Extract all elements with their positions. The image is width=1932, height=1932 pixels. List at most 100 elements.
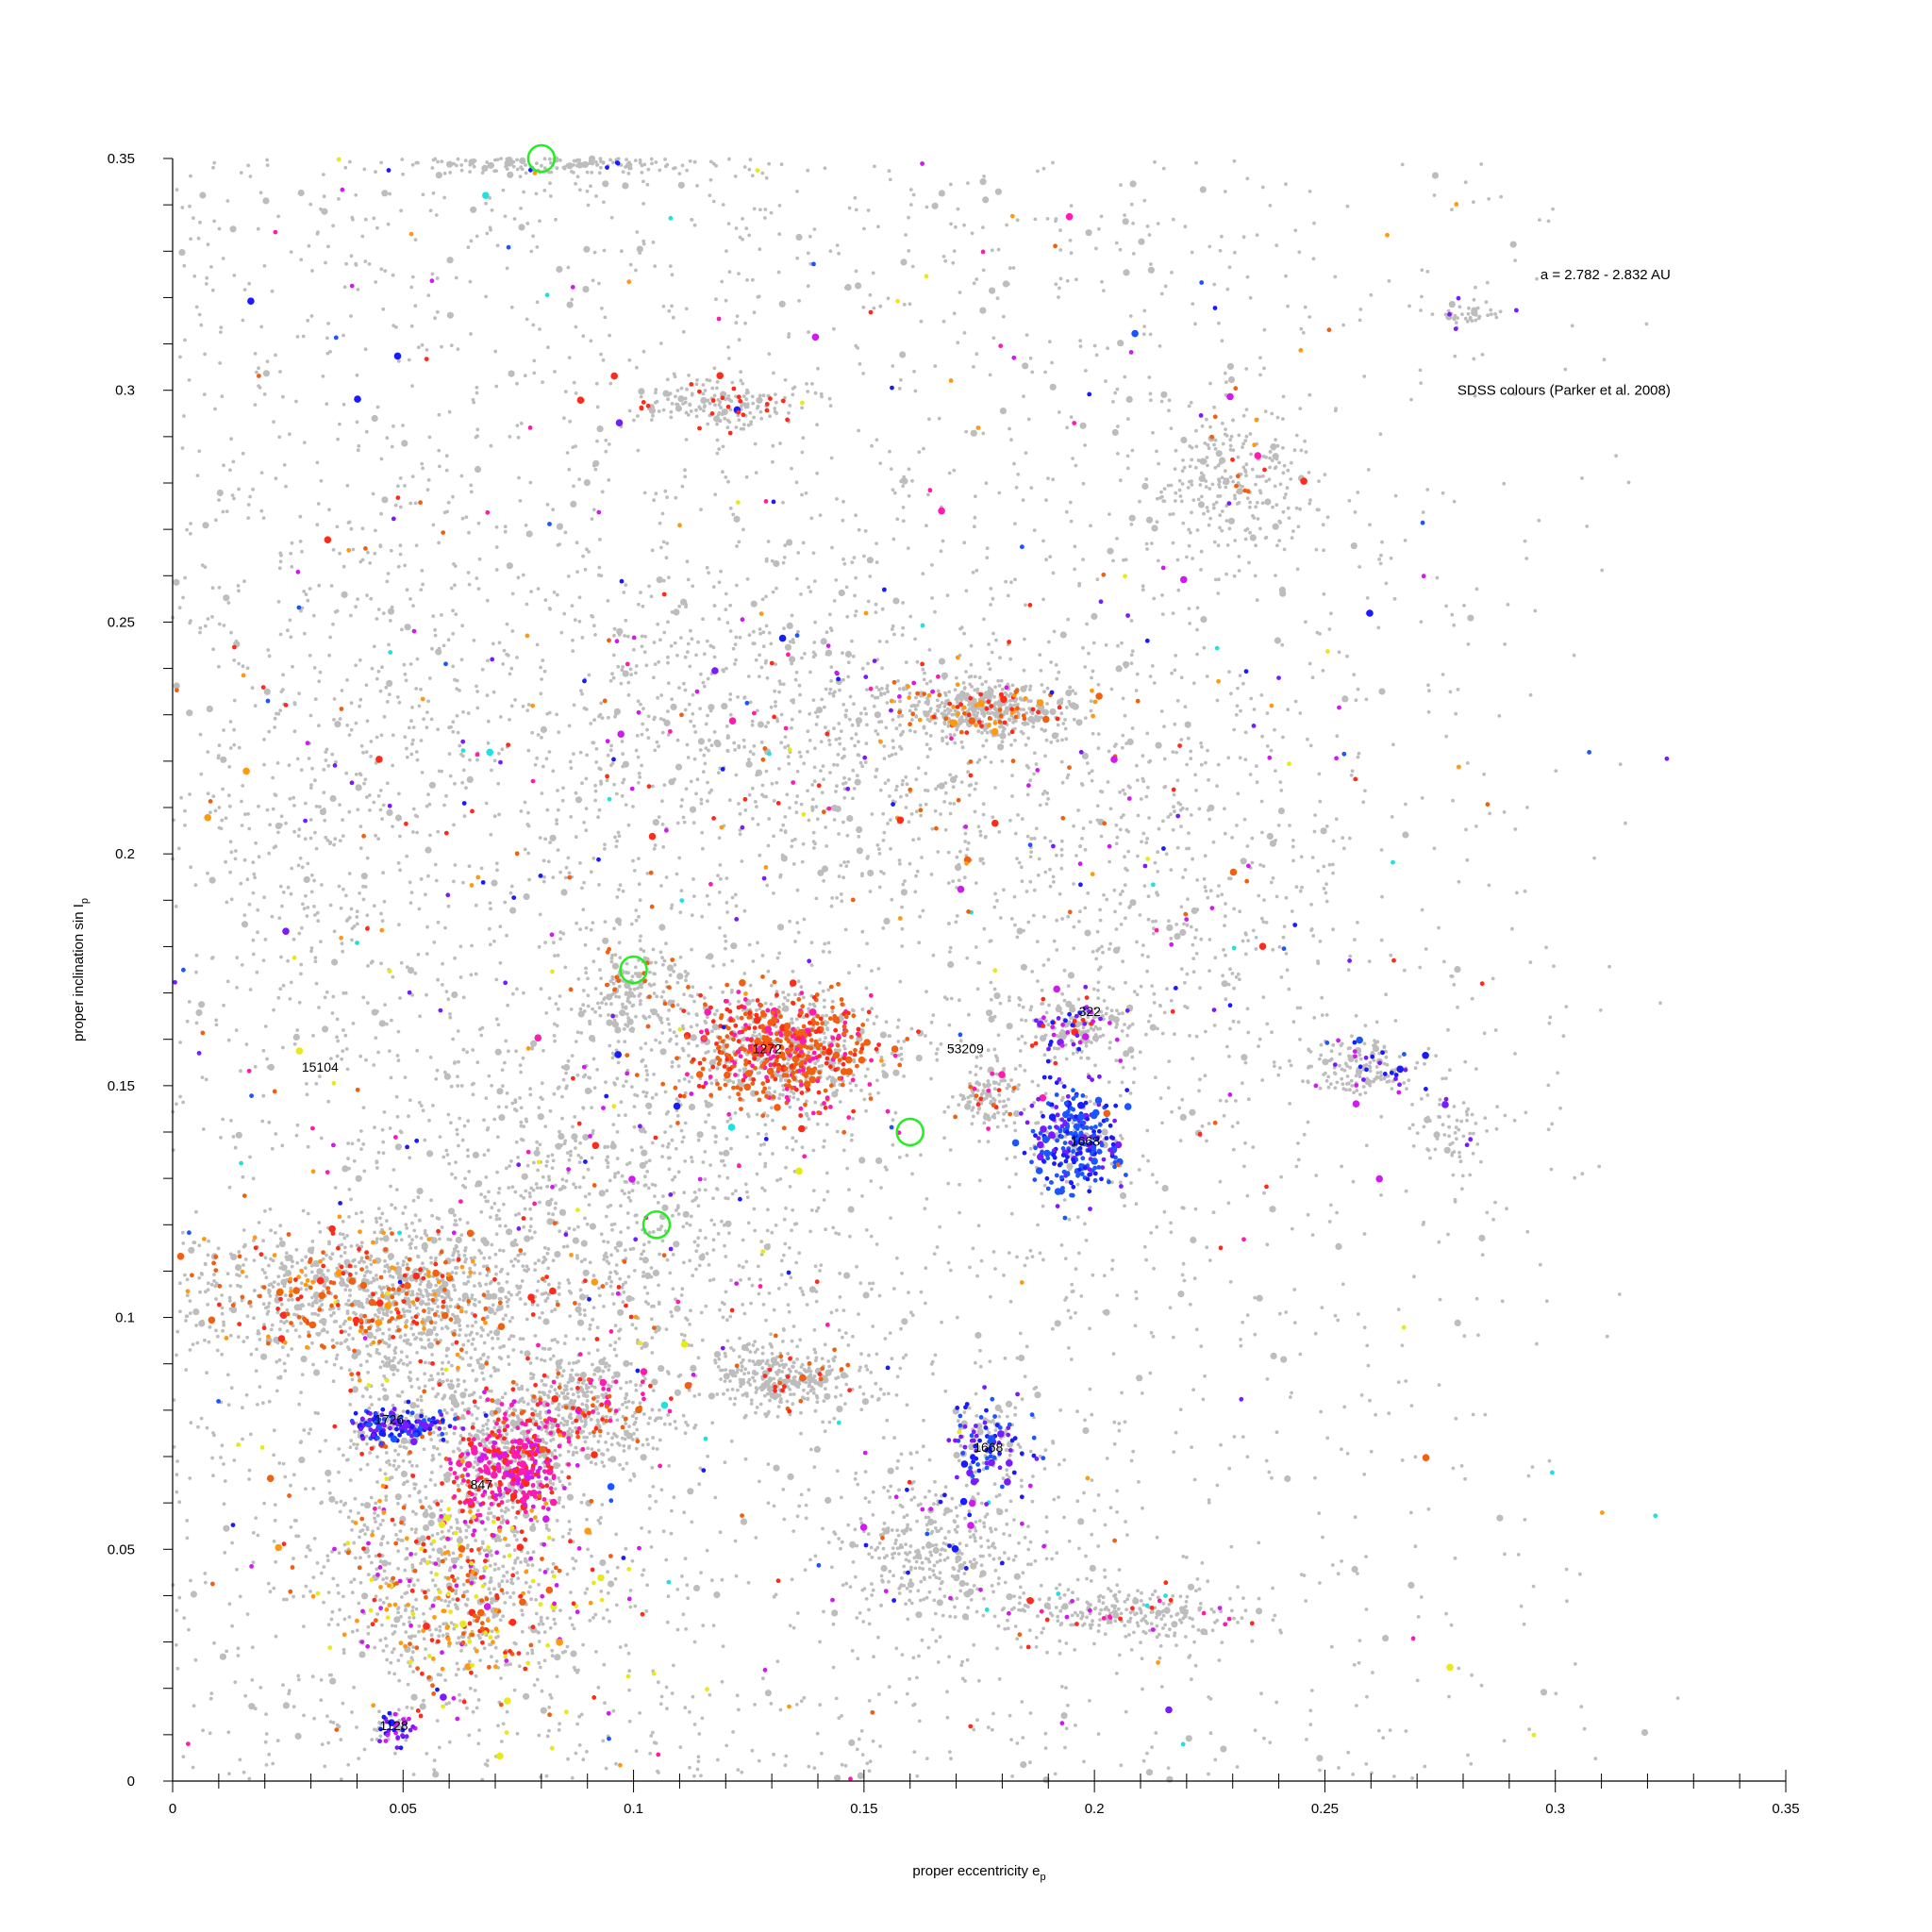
asteroid-point <box>267 1301 272 1306</box>
asteroid-point <box>834 1048 839 1053</box>
asteroid-point <box>787 332 791 336</box>
asteroid-point <box>341 834 345 838</box>
asteroid-point <box>425 1752 429 1756</box>
asteroid-point <box>403 735 408 740</box>
asteroid-point <box>456 1029 460 1033</box>
asteroid-point <box>869 1179 874 1183</box>
asteroid-point <box>771 1152 774 1156</box>
asteroid-point <box>477 1272 482 1275</box>
asteroid-point <box>507 1337 511 1341</box>
asteroid-point <box>1102 1274 1107 1278</box>
asteroid-point <box>537 1733 541 1738</box>
asteroid-point <box>787 1473 794 1480</box>
asteroid-point <box>1072 946 1076 951</box>
asteroid-point <box>875 732 880 737</box>
asteroid-point <box>930 1627 935 1632</box>
asteroid-point <box>560 798 565 803</box>
asteroid-point <box>1174 499 1177 503</box>
asteroid-point <box>1293 699 1298 704</box>
asteroid-point <box>372 1063 376 1067</box>
asteroid-point <box>1150 1745 1154 1749</box>
asteroid-point <box>639 591 642 594</box>
asteroid-point <box>615 1076 620 1081</box>
asteroid-point <box>597 171 602 175</box>
asteroid-point <box>876 967 881 971</box>
asteroid-point <box>1069 519 1074 524</box>
asteroid-point <box>824 1496 832 1504</box>
asteroid-point <box>899 377 903 382</box>
asteroid-point <box>413 238 418 242</box>
asteroid-point <box>683 1159 688 1163</box>
asteroid-point <box>250 1645 255 1650</box>
asteroid-point <box>420 1408 424 1412</box>
asteroid-point <box>1141 1506 1144 1510</box>
asteroid-point <box>298 1307 303 1310</box>
asteroid-point <box>484 201 488 206</box>
asteroid-point <box>645 182 650 187</box>
asteroid-point <box>648 1493 652 1498</box>
asteroid-point <box>345 678 349 682</box>
asteroid-point <box>437 1745 441 1750</box>
asteroid-point <box>806 284 810 289</box>
asteroid-point <box>634 268 638 273</box>
asteroid-point <box>871 271 875 275</box>
asteroid-point <box>807 1007 811 1011</box>
asteroid-point <box>697 1482 702 1487</box>
asteroid-point <box>220 1293 225 1297</box>
asteroid-point <box>737 1707 741 1712</box>
asteroid-point <box>912 369 916 374</box>
asteroid-point <box>1465 761 1470 765</box>
asteroid-point <box>528 1087 532 1091</box>
asteroid-point <box>1103 1523 1108 1527</box>
asteroid-point <box>507 171 514 178</box>
asteroid-point <box>862 1291 870 1299</box>
asteroid-point <box>658 1438 662 1442</box>
asteroid-point <box>848 694 853 699</box>
asteroid-point <box>236 1654 241 1657</box>
asteroid-point <box>242 913 247 917</box>
asteroid-point <box>408 1664 412 1668</box>
asteroid-point <box>888 1331 892 1335</box>
asteroid-point <box>1149 1330 1154 1335</box>
asteroid-point <box>1452 982 1457 987</box>
asteroid-point <box>1062 1515 1066 1520</box>
asteroid-point <box>528 1194 532 1199</box>
asteroid-point <box>1189 1108 1196 1116</box>
asteroid-point <box>227 1295 232 1300</box>
asteroid-point <box>596 946 601 951</box>
asteroid-point <box>974 1528 978 1533</box>
asteroid-point <box>444 1354 449 1358</box>
asteroid-point <box>651 241 656 244</box>
asteroid-point <box>346 1141 350 1145</box>
asteroid-point <box>1241 1435 1245 1439</box>
asteroid-point <box>1036 873 1041 877</box>
asteroid-point <box>358 1260 361 1264</box>
asteroid-point <box>1059 759 1064 764</box>
asteroid-point <box>322 173 325 176</box>
asteroid-point <box>379 267 384 272</box>
asteroid-point <box>705 565 709 570</box>
asteroid-point <box>193 1657 198 1662</box>
asteroid-point <box>822 1031 826 1035</box>
asteroid-point <box>1169 483 1174 488</box>
asteroid-point <box>212 1273 216 1276</box>
asteroid-point <box>653 264 658 268</box>
asteroid-point <box>1232 1435 1237 1439</box>
asteroid-point <box>901 882 906 887</box>
asteroid-point <box>719 876 723 881</box>
asteroid-point <box>267 1399 272 1404</box>
asteroid-point <box>1040 1191 1044 1196</box>
asteroid-point <box>996 247 1001 252</box>
asteroid-point <box>890 753 894 757</box>
asteroid-point <box>867 1500 872 1504</box>
asteroid-point <box>825 1021 830 1024</box>
asteroid-point <box>581 1757 586 1762</box>
asteroid-point <box>575 921 578 925</box>
asteroid-point <box>1195 1577 1200 1581</box>
asteroid-point <box>786 992 791 997</box>
asteroid-point <box>911 838 915 842</box>
asteroid-point <box>707 748 710 753</box>
asteroid-point <box>802 917 807 922</box>
asteroid-point <box>740 1770 744 1774</box>
asteroid-point <box>524 171 528 175</box>
